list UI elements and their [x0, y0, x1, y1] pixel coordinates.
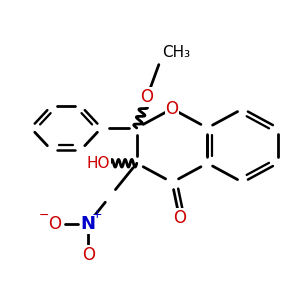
- Text: O: O: [166, 100, 178, 118]
- Text: +: +: [92, 208, 102, 221]
- Text: CH₃: CH₃: [162, 45, 190, 60]
- Text: O: O: [173, 209, 186, 227]
- Text: HO: HO: [87, 156, 110, 171]
- Text: O: O: [82, 245, 95, 263]
- Text: −: −: [39, 209, 49, 222]
- Text: O: O: [48, 214, 61, 232]
- Text: O: O: [141, 88, 154, 106]
- Text: N: N: [81, 214, 96, 232]
